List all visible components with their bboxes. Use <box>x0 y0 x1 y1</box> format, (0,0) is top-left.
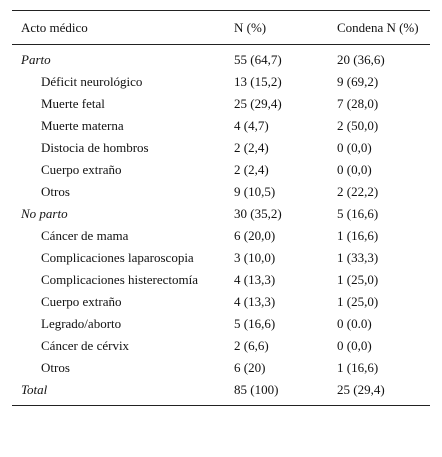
row-label: Cuerpo extraño <box>41 162 122 177</box>
row-label: Legrado/aborto <box>41 316 122 331</box>
table-cell: 2 (6,6) <box>234 338 269 353</box>
table-row: Otros 9 (10,5) 2 (22,2) <box>12 181 430 203</box>
table-cell: 7 (28,0) <box>337 96 379 111</box>
row-label: Cáncer de mama <box>41 228 129 243</box>
table-cell: 1 (16,6) <box>337 228 379 243</box>
table-cell: 30 (35,2) <box>234 206 282 221</box>
table-cell: Cáncer de mama <box>12 225 234 247</box>
table-cell: 85 (100) <box>234 382 279 397</box>
row-label: Complicaciones histerectomía <box>41 272 199 287</box>
header-cell: Condena N (%) <box>337 19 419 35</box>
table-cell: Parto <box>12 45 234 72</box>
header-cell: N (%) <box>234 19 267 35</box>
table-cell: 6 (20,0) <box>234 228 276 243</box>
table-cell: Muerte fetal <box>12 93 234 115</box>
table-cell: 9 (10,5) <box>234 184 276 199</box>
table-row: Parto 55 (64,7) 20 (36,6) <box>12 45 430 72</box>
table-cell: 5 (16,6) <box>234 316 276 331</box>
table-cell: 0 (0,0) <box>337 338 372 353</box>
table-cell: 2 (2,4) <box>234 140 269 155</box>
table-cell: Cáncer de cérvix <box>12 335 234 357</box>
table-cell: 2 (50,0) <box>337 118 379 133</box>
header-cell: Acto médico <box>21 19 88 35</box>
table-row: Complicaciones histerectomía 4 (13,3) 1 (2… <box>12 269 430 291</box>
row-label: Otros <box>41 184 70 199</box>
row-label: Muerte fetal <box>41 96 105 111</box>
table-row: Cáncer de cérvix 2 (6,6) 0 (0,0) <box>12 335 430 357</box>
table-cell: 4 (13,3) <box>234 294 276 309</box>
table-cell: Otros <box>12 181 234 203</box>
table-cell: 0 (0,0) <box>337 162 372 177</box>
data-table: Acto médico N (%) Condena N (%) Parto 55 … <box>12 10 430 406</box>
header-row: Acto médico N (%) Condena N (%) <box>12 10 430 45</box>
table-row: Otros 6 (20) 1 (16,6) <box>12 357 430 379</box>
table-cell: 4 (13,3) <box>234 272 276 287</box>
table-cell: 13 (15,2) <box>234 74 282 89</box>
row-label: Déficit neurológico <box>41 74 143 89</box>
table-cell: 1 (33,3) <box>337 250 379 265</box>
table-row: Cuerpo extraño 4 (13,3) 1 (25,0) <box>12 291 430 313</box>
table-row: No parto 30 (35,2) 5 (16,6) <box>12 203 430 225</box>
table-row: Complicaciones laparoscopia 3 (10,0) 1 (33… <box>12 247 430 269</box>
row-label: Complicaciones laparoscopia <box>41 250 194 265</box>
row-label: Parto <box>21 52 51 67</box>
table-row: Total 85 (100) 25 (29,4) <box>12 379 430 406</box>
table-row: Cuerpo extraño 2 (2,4) 0 (0,0) <box>12 159 430 181</box>
table-cell: 0 (0,0) <box>337 140 372 155</box>
table-cell: Distocia de hombros <box>12 137 234 159</box>
table-cell: 2 (2,4) <box>234 162 269 177</box>
table-cell: 1 (25,0) <box>337 294 379 309</box>
table-cell: 55 (64,7) <box>234 52 282 67</box>
table-cell: Déficit neurológico <box>12 71 234 93</box>
table-row: Muerte materna 4 (4,7) 2 (50,0) <box>12 115 430 137</box>
table-row: Legrado/aborto 5 (16,6) 0 (0.0) <box>12 313 430 335</box>
row-label: Cuerpo extraño <box>41 294 122 309</box>
table-cell: 4 (4,7) <box>234 118 269 133</box>
row-label: Distocia de hombros <box>41 140 149 155</box>
table-cell: 5 (16,6) <box>337 206 379 221</box>
table-cell: 25 (29,4) <box>234 96 282 111</box>
table-row: Cáncer de mama 6 (20,0) 1 (16,6) <box>12 225 430 247</box>
table-cell: 1 (16,6) <box>337 360 379 375</box>
table-cell: Legrado/aborto <box>12 313 234 335</box>
table-cell: 0 (0.0) <box>337 316 372 331</box>
row-label: Total <box>21 382 48 397</box>
table-cell: Cuerpo extraño <box>12 159 234 181</box>
table-cell: Muerte materna <box>12 115 234 137</box>
row-label: Muerte materna <box>41 118 124 133</box>
row-label: Cáncer de cérvix <box>41 338 130 353</box>
table-cell: Cuerpo extraño <box>12 291 234 313</box>
table-cell: 1 (25,0) <box>337 272 379 287</box>
table-cell: Complicaciones laparoscopia <box>12 247 234 269</box>
table-row: Déficit neurológico 13 (15,2) 9 (69,2) <box>12 71 430 93</box>
row-label: Otros <box>41 360 70 375</box>
table-cell: 6 (20) <box>234 360 266 375</box>
table-cell: 20 (36,6) <box>337 52 385 67</box>
row-label: No parto <box>21 206 68 221</box>
table-cell: 9 (69,2) <box>337 74 379 89</box>
table-cell: Complicaciones histerectomía <box>12 269 234 291</box>
table-cell: 2 (22,2) <box>337 184 379 199</box>
table-cell: Total <box>12 379 234 406</box>
table-row: Distocia de hombros 2 (2,4) 0 (0,0) <box>12 137 430 159</box>
table-cell: No parto <box>12 203 234 225</box>
table-cell: 3 (10,0) <box>234 250 276 265</box>
table-cell: 25 (29,4) <box>337 382 385 397</box>
table-row: Muerte fetal 25 (29,4) 7 (28,0) <box>12 93 430 115</box>
table-cell: Otros <box>12 357 234 379</box>
